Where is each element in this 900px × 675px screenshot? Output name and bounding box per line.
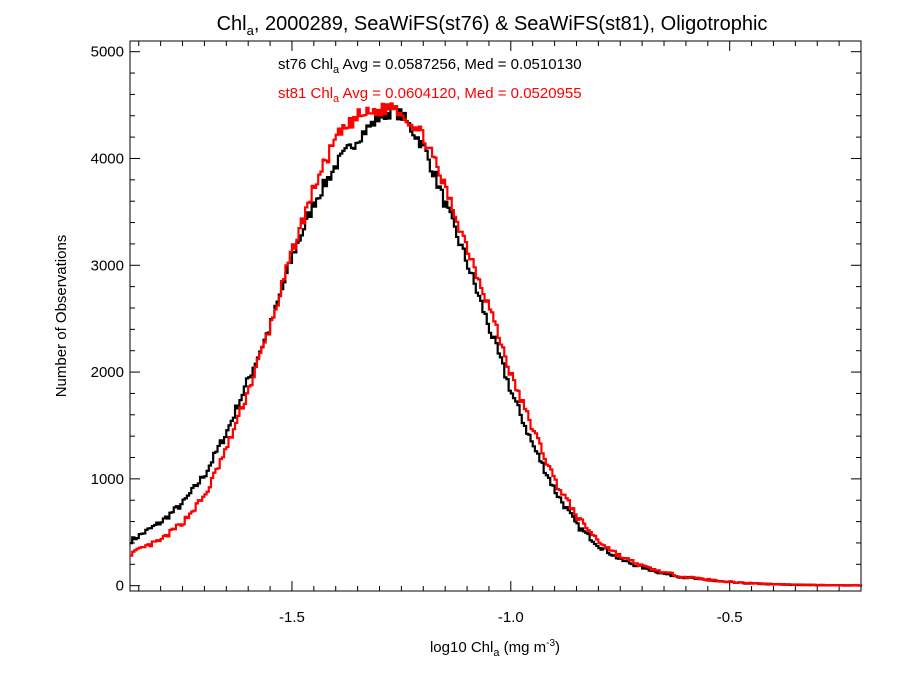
annotation-st76-sub: a	[333, 64, 340, 76]
annotation-st81-prefix: st81 Chl	[278, 85, 333, 102]
annotation-st81-suffix: Avg = 0.0604120, Med = 0.0520955	[339, 85, 581, 102]
series-st81-line	[130, 102, 863, 587]
plot-frame	[129, 40, 862, 592]
annotation-st76-suffix: Avg = 0.0587256, Med = 0.0510130	[339, 56, 581, 73]
y-tick-label: 0	[116, 578, 124, 595]
y-tick-label: 5000	[91, 44, 124, 61]
x-axis-label-sub: a	[493, 647, 500, 659]
y-axis-label: Number of Observations	[53, 235, 70, 398]
x-tick-label: -0.5	[717, 609, 743, 626]
chart-title: Chla, 2000289, SeaWiFS(st76) & SeaWiFS(s…	[217, 13, 768, 38]
y-tick-label: 2000	[91, 364, 124, 381]
y-axis-ticks: 0 1000 2000 3000 4000 5000	[91, 44, 861, 595]
y-tick-label: 4000	[91, 150, 124, 167]
annotation-st76-prefix: st76 Chl	[278, 56, 333, 73]
series-layer	[130, 102, 863, 587]
annotation-st81: st81 Chla Avg = 0.0604120, Med = 0.05209…	[278, 85, 582, 105]
x-tick-label: -1.5	[279, 609, 305, 626]
y-tick-label: 1000	[91, 471, 124, 488]
x-axis-label-mid: (mg m	[499, 639, 546, 656]
chart-title-prefix: Chl	[217, 13, 247, 35]
x-axis-label-sup: -3	[546, 638, 555, 649]
annotation-st81-sub: a	[333, 93, 340, 105]
x-tick-label: -1.0	[498, 609, 524, 626]
annotation-st76: st76 Chla Avg = 0.0587256, Med = 0.05101…	[278, 56, 582, 76]
series-st76-line	[130, 104, 863, 587]
x-axis-label-prefix: log10 Chl	[430, 639, 493, 656]
y-tick-label: 3000	[91, 257, 124, 274]
x-axis-label: log10 Chla (mg m-3)	[430, 638, 560, 659]
chart-title-sub: a	[247, 23, 255, 38]
x-axis-label-suffix: )	[555, 639, 560, 656]
chart-title-suffix: , 2000289, SeaWiFS(st76) & SeaWiFS(st81)…	[254, 13, 768, 35]
x-axis-ticks: -1.5 -1.0 -0.5	[138, 41, 840, 626]
